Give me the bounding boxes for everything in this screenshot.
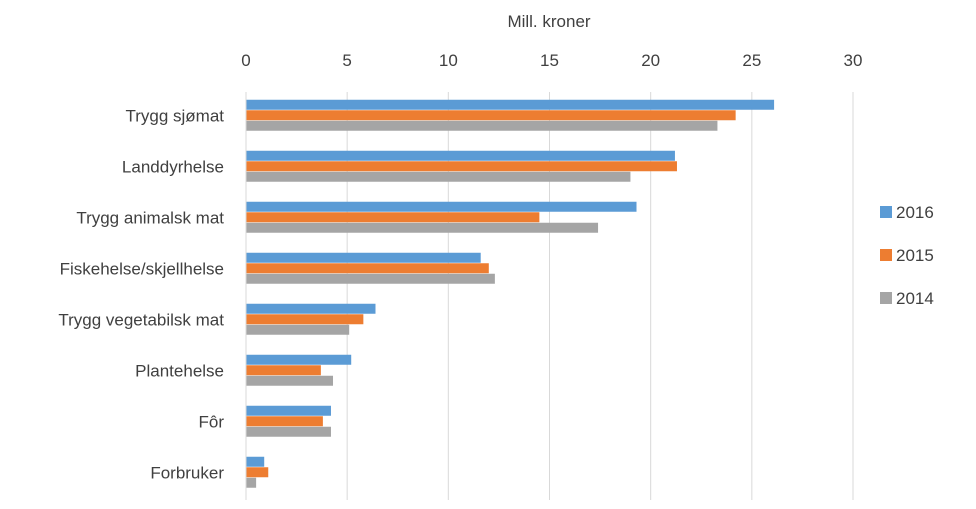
legend: 2016 2015 2014: [880, 203, 934, 308]
bar-2014: [246, 120, 718, 131]
x-tick-label: 0: [241, 51, 250, 70]
x-tick-label: 20: [641, 51, 660, 70]
legend-label: 2014: [896, 289, 934, 308]
bar-2015: [246, 161, 677, 172]
bar-2016: [246, 99, 775, 110]
category-label: Trygg vegetabilsk mat: [58, 311, 224, 330]
axes: Mill. kroner 0 5 10 15 20 25 30 Trygg sjømat Lan…: [58, 12, 862, 500]
bar-2016: [246, 456, 265, 467]
legend-swatch: [880, 206, 892, 218]
bar-2015: [246, 365, 321, 376]
bar-2014: [246, 273, 495, 284]
category-label: Fiskehelse/skjellhelse: [60, 260, 224, 279]
x-tick-label: 5: [342, 51, 351, 70]
bars: [246, 99, 775, 488]
category-label: Fôr: [199, 413, 225, 432]
x-tick-label: 15: [540, 51, 559, 70]
bar-2015: [246, 110, 736, 121]
category-label: Plantehelse: [135, 362, 224, 381]
bar-2016: [246, 405, 331, 416]
bar-2016: [246, 201, 637, 212]
bar-2016: [246, 303, 376, 314]
category-label: Trygg animalsk mat: [76, 209, 224, 228]
x-tick-label: 10: [439, 51, 458, 70]
bar-2014: [246, 222, 599, 233]
bar-2015: [246, 263, 489, 274]
bar-2015: [246, 416, 323, 427]
bar-2016: [246, 150, 675, 161]
bar-2015: [246, 212, 540, 223]
category-label: Trygg sjømat: [125, 107, 224, 126]
bar-2014: [246, 375, 334, 386]
legend-label: 2015: [896, 246, 934, 265]
bar-2016: [246, 252, 481, 263]
bar-2014: [246, 426, 331, 437]
bar-2016: [246, 354, 352, 365]
bar-2014: [246, 324, 350, 335]
bar-2015: [246, 467, 269, 478]
category-label: Landdyrhelse: [122, 158, 224, 177]
bar-2014: [246, 171, 631, 182]
bar-2014: [246, 477, 257, 488]
x-axis-title: Mill. kroner: [507, 12, 590, 31]
legend-label: 2016: [896, 203, 934, 222]
legend-swatch: [880, 292, 892, 304]
x-tick-label: 25: [742, 51, 761, 70]
legend-swatch: [880, 249, 892, 261]
category-label: Forbruker: [150, 464, 224, 483]
bar-2015: [246, 314, 364, 325]
x-tick-label: 30: [844, 51, 863, 70]
